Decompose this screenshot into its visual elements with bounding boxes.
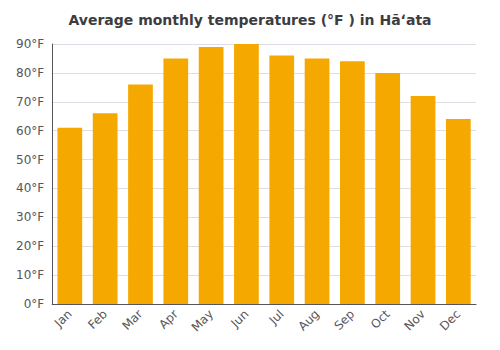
svg-text:10°F: 10°F <box>16 268 44 282</box>
svg-text:70°F: 70°F <box>16 95 44 109</box>
svg-text:Aug: Aug <box>296 307 322 333</box>
svg-text:Jul: Jul <box>266 307 287 328</box>
svg-text:20°F: 20°F <box>16 239 44 253</box>
svg-text:30°F: 30°F <box>16 210 44 224</box>
svg-text:Dec: Dec <box>437 307 463 333</box>
svg-text:Average monthly temperatures (: Average monthly temperatures (°F ) in Hā… <box>68 12 431 28</box>
svg-text:Mar: Mar <box>120 307 146 333</box>
svg-text:0°F: 0°F <box>24 297 45 311</box>
svg-text:40°F: 40°F <box>16 181 44 195</box>
svg-text:Jan: Jan <box>51 307 75 331</box>
svg-text:Sep: Sep <box>331 307 357 333</box>
svg-text:Feb: Feb <box>85 307 110 332</box>
svg-text:50°F: 50°F <box>16 153 44 167</box>
svg-text:May: May <box>189 307 216 334</box>
svg-text:Oct: Oct <box>368 307 393 332</box>
svg-text:Nov: Nov <box>402 307 428 333</box>
svg-text:90°F: 90°F <box>16 37 44 51</box>
svg-text:80°F: 80°F <box>16 66 44 80</box>
svg-text:60°F: 60°F <box>16 124 44 138</box>
svg-text:Apr: Apr <box>156 307 181 332</box>
svg-text:Jun: Jun <box>228 307 252 331</box>
